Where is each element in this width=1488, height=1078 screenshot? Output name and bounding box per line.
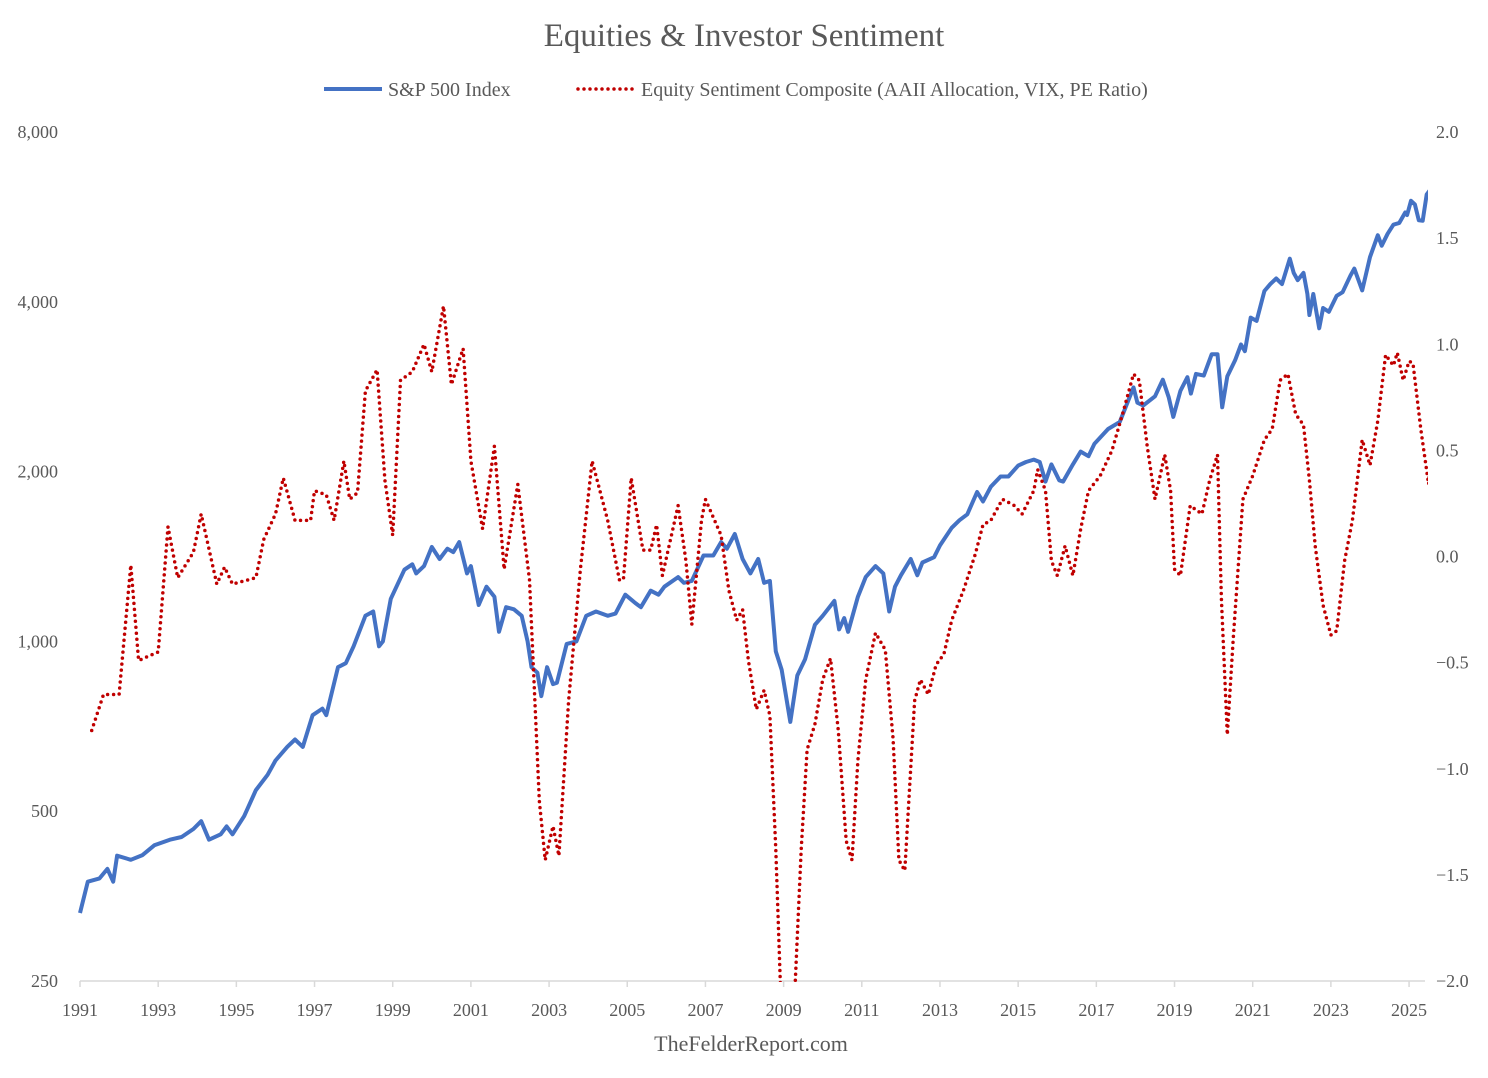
x-tick-label: 2013 (922, 1000, 958, 1020)
x-tick-label: 2025 (1391, 1000, 1427, 1020)
x-tick-label: 2015 (1000, 1000, 1036, 1020)
x-tick-label: 2017 (1078, 1000, 1114, 1020)
y-right-tick-label: 1.0 (1436, 334, 1459, 354)
y-right-tick-label: −0.5 (1436, 653, 1469, 673)
y-right-tick-label: 2.0 (1436, 122, 1459, 142)
legend-label-sentiment: Equity Sentiment Composite (AAII Allocat… (641, 79, 1148, 101)
y-left-tick-label: 1,000 (18, 631, 59, 651)
x-tick-label: 2021 (1235, 1000, 1271, 1020)
x-tick-label: 2009 (766, 1000, 802, 1020)
chart-title: Equities & Investor Sentiment (544, 18, 945, 54)
x-tick-label: 1993 (140, 1000, 176, 1020)
y-right-tick-label: −1.5 (1436, 865, 1469, 885)
x-tick-label: 2011 (844, 1000, 879, 1020)
y-left-tick-label: 8,000 (18, 122, 59, 142)
y-right-tick-label: −2.0 (1436, 971, 1469, 991)
y-right-tick-label: 0.0 (1436, 547, 1459, 567)
y-right-tick-label: 1.5 (1436, 228, 1459, 248)
x-tick-label: 2003 (531, 1000, 567, 1020)
y-axis-left: 250 500 1,000 2,000 4,000 8,000 (18, 122, 59, 991)
x-tick-label: 2023 (1313, 1000, 1349, 1020)
legend-label-sp500: S&P 500 Index (388, 79, 511, 101)
y-left-tick-label: 500 (31, 801, 58, 821)
series-line-sentiment (89, 304, 1428, 982)
y-axis-right: −2.0 −1.5 −1.0 −0.5 0.0 0.5 1.0 1.5 2.0 (1436, 122, 1469, 991)
footer-source: TheFelderReport.com (654, 1031, 848, 1056)
legend: S&P 500 Index Equity Sentiment Composite… (324, 79, 1148, 101)
x-tick-label: 2019 (1157, 1000, 1193, 1020)
x-tick-label: 1999 (375, 1000, 411, 1020)
y-left-tick-label: 2,000 (18, 462, 59, 482)
y-left-tick-label: 4,000 (18, 292, 59, 312)
x-tick-label: 2007 (687, 1000, 723, 1020)
series-line-sp500 (78, 189, 1428, 914)
x-tick-label: 2005 (609, 1000, 645, 1020)
x-tick-label: 1995 (218, 1000, 254, 1020)
x-tick-label: 2001 (453, 1000, 489, 1020)
y-left-tick-label: 250 (31, 971, 58, 991)
y-right-tick-label: −1.0 (1436, 759, 1469, 779)
x-axis-ticks: 1991 1993 1995 1997 1999 2001 2003 2005 2007 2009… (62, 981, 1427, 1020)
plot-area (78, 189, 1428, 982)
y-right-tick-label: 0.5 (1436, 440, 1459, 460)
x-tick-label: 1991 (62, 1000, 98, 1020)
x-tick-label: 1997 (297, 1000, 333, 1020)
